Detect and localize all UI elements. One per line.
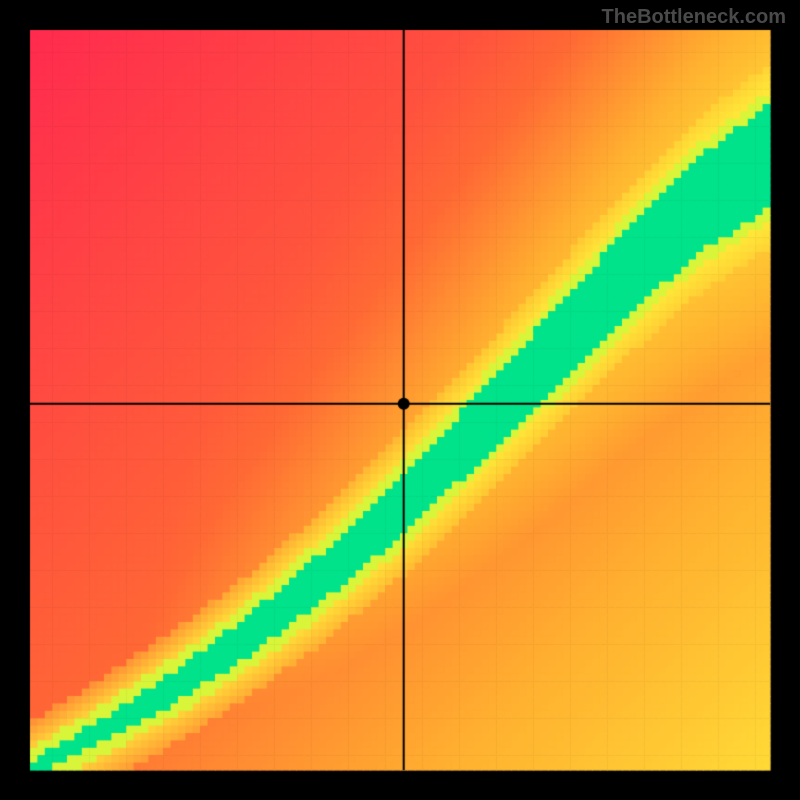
heatmap-canvas [0, 0, 800, 800]
watermark-text: TheBottleneck.com [602, 6, 786, 29]
chart-container: { "watermark": { "text": "TheBottleneck.… [0, 0, 800, 800]
